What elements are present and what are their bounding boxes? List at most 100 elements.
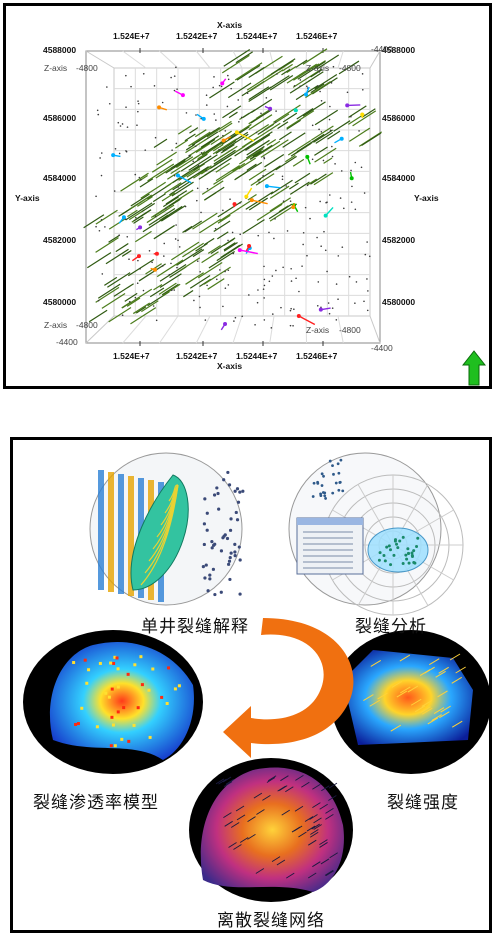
log-dot (219, 549, 224, 553)
fracture-stroke (266, 139, 277, 146)
fracture-stroke (314, 146, 328, 156)
intensity-surface (343, 650, 473, 745)
fracture-stroke (159, 263, 187, 282)
fracture-point (188, 154, 191, 157)
fracture-point (311, 124, 314, 127)
fracture-stroke (327, 130, 341, 140)
fracture-point (220, 85, 223, 88)
dfn-fracture (281, 809, 290, 816)
fracture-point (215, 119, 217, 121)
fracture-stroke (161, 205, 183, 220)
fracture-stroke (279, 131, 292, 141)
fracture-stroke (128, 194, 153, 211)
dfn-fracture (309, 831, 319, 838)
fracture-stroke (247, 193, 257, 201)
pole-point (377, 558, 381, 562)
fracture-stroke (139, 178, 154, 188)
well-head (221, 138, 226, 143)
grid-line (195, 50, 211, 69)
y-tick-left-3: 4584000 (43, 173, 77, 183)
dfn-fracture (312, 861, 321, 868)
permeability-cell (85, 681, 89, 685)
fracture-point (263, 156, 265, 159)
fracture-point (100, 218, 103, 221)
x-tick-top-3: 1.5244E+7 (236, 31, 278, 41)
fracture-stroke (108, 235, 120, 243)
permeability-cell (107, 695, 111, 699)
fracture-stroke (208, 250, 236, 269)
grid-line (159, 315, 179, 344)
fracture-point (329, 129, 332, 132)
fracture-stroke (121, 301, 132, 309)
dfn-fracture (325, 870, 334, 877)
fracture-stroke (213, 220, 231, 233)
fracture-stroke (213, 149, 233, 162)
fracture-stroke (192, 212, 218, 230)
fracture-stroke (101, 292, 126, 309)
edge-line (85, 50, 115, 69)
dfn-fracture (223, 812, 232, 819)
scatter-point (338, 480, 342, 484)
fracture-stroke (249, 144, 273, 160)
fracture-point (354, 161, 357, 164)
fracture-point (282, 200, 285, 202)
fracture-stroke (185, 143, 196, 151)
fracture-point (234, 316, 237, 319)
dfn-fracture (312, 802, 321, 809)
permeability-cell (165, 702, 169, 706)
fracture-stroke (204, 157, 232, 176)
dfn-fracture (309, 814, 318, 820)
permeability-cell (173, 687, 177, 691)
dfn-fracture (267, 775, 277, 782)
fracture-stroke (256, 203, 283, 221)
fracture-stroke (130, 307, 157, 325)
permeability-cell (113, 744, 117, 748)
fracture-stroke (104, 276, 118, 286)
fracture-stroke (156, 259, 184, 278)
dfn-fracture (307, 872, 317, 879)
fracture-stroke (153, 224, 175, 240)
fracture-point (361, 73, 364, 75)
fracture-stroke (267, 75, 290, 90)
fracture-point (200, 151, 203, 154)
fracture-point (97, 299, 100, 302)
fracture-stroke (107, 272, 131, 288)
log-dot (227, 559, 232, 563)
fracture-point (256, 301, 259, 304)
intensity-streak (399, 654, 411, 662)
fracture-stroke (153, 283, 163, 291)
fracture-point (134, 296, 137, 299)
grid-line (232, 315, 243, 344)
fracture-point (263, 278, 266, 281)
fracture-point (316, 305, 319, 307)
fracture-intensity-image (331, 630, 489, 774)
fracture-stroke (197, 261, 223, 279)
fracture-stroke (134, 230, 152, 243)
well-head (121, 215, 126, 220)
well-head (136, 254, 141, 259)
dfn-fracture (239, 837, 249, 843)
fracture-stroke (236, 64, 261, 81)
workflow-diagram (23, 452, 489, 902)
fracture-point (262, 288, 265, 290)
fracture-point (205, 94, 208, 97)
fracture-point (281, 175, 284, 178)
x-tick-top-2: 1.5242E+7 (176, 31, 218, 41)
fracture-point (257, 234, 260, 237)
fracture-point (134, 173, 137, 176)
dfn-fracture (247, 816, 256, 823)
permeability-cell (110, 715, 114, 719)
log-dot (204, 563, 208, 567)
scatter-point (331, 464, 334, 468)
fracture-stroke (361, 108, 376, 119)
fracture-point (340, 170, 343, 172)
fracture-stroke (127, 258, 155, 277)
permeability-cell (109, 744, 113, 748)
fracture-stroke (83, 214, 105, 229)
fracture-stroke (138, 263, 166, 282)
pole-point (389, 563, 393, 567)
permeability-cell (122, 706, 126, 710)
fracture-stroke (165, 190, 188, 205)
fracture-stroke (193, 151, 206, 160)
fracture-stroke (205, 140, 227, 154)
